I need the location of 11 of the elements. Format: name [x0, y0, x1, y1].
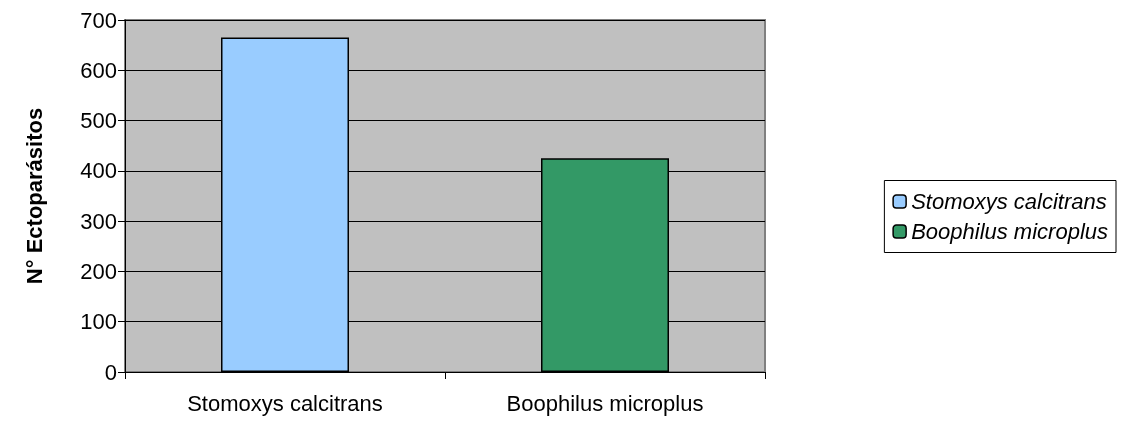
legend-label: Boophilus microplus: [911, 219, 1108, 244]
y-tick-label: 200: [80, 258, 117, 284]
y-tick-label: 700: [80, 7, 117, 33]
y-tick-label: 0: [104, 359, 117, 385]
y-tick-label: 600: [80, 57, 117, 83]
y-axis-title: N° Ectoparásitos: [21, 107, 47, 285]
y-tick-label: 500: [80, 108, 117, 134]
y-tick-label: 300: [80, 208, 117, 234]
y-tick-label: 400: [80, 158, 117, 184]
legend-label: Stomoxys calcitrans: [911, 189, 1107, 214]
y-tick-label: 100: [80, 309, 117, 335]
